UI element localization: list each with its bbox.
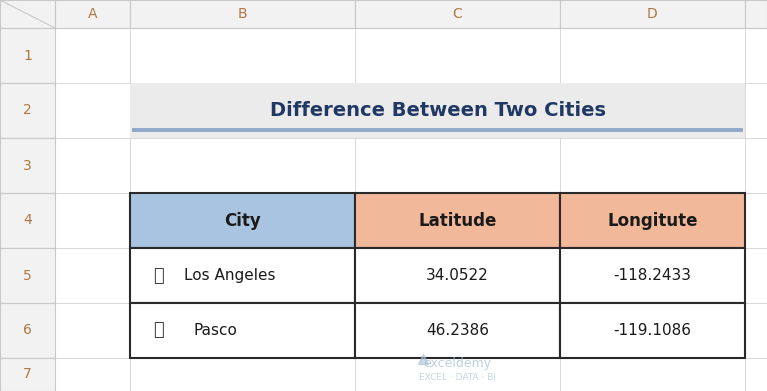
Text: City: City: [224, 212, 261, 230]
Bar: [130, 248, 355, 303]
Bar: [560, 303, 745, 358]
Text: 46.2386: 46.2386: [426, 323, 489, 338]
Bar: [130, 303, 355, 358]
Bar: [0, 83, 55, 138]
Bar: [55, 248, 130, 303]
Bar: [560, 83, 745, 138]
Bar: [55, 303, 130, 358]
Text: -119.1086: -119.1086: [614, 323, 692, 338]
Bar: [745, 83, 767, 138]
Text: 5: 5: [23, 269, 32, 283]
Bar: [355, 83, 560, 138]
Text: D: D: [647, 7, 658, 21]
Text: 3: 3: [23, 158, 32, 172]
Bar: [355, 358, 560, 391]
Text: Difference Between Two Cities: Difference Between Two Cities: [269, 101, 605, 120]
Bar: [355, 248, 560, 303]
Bar: [745, 248, 767, 303]
Text: 34.0522: 34.0522: [426, 268, 489, 283]
Bar: [130, 358, 355, 391]
Bar: [55, 83, 130, 138]
Bar: [560, 303, 745, 358]
Text: EXCEL · DATA · BI: EXCEL · DATA · BI: [419, 373, 496, 382]
Text: C: C: [453, 7, 463, 21]
Text: Latitude: Latitude: [418, 212, 497, 230]
Bar: [355, 138, 560, 193]
Bar: [0, 138, 55, 193]
Text: A: A: [87, 7, 97, 21]
Bar: [0, 248, 55, 303]
Bar: [0, 303, 55, 358]
Bar: [130, 193, 355, 248]
Bar: [745, 358, 767, 391]
Bar: [130, 193, 355, 248]
Bar: [560, 193, 745, 248]
Bar: [130, 83, 745, 138]
Bar: [0, 358, 55, 391]
Text: Los Angeles: Los Angeles: [184, 268, 276, 283]
Bar: [355, 193, 560, 248]
Text: B: B: [238, 7, 247, 21]
Bar: [55, 28, 130, 83]
Bar: [355, 28, 560, 83]
Bar: [355, 303, 560, 358]
Text: Pasco: Pasco: [193, 323, 237, 338]
Bar: [745, 0, 767, 28]
Text: exceldemy: exceldemy: [423, 357, 492, 369]
Bar: [745, 138, 767, 193]
Bar: [130, 28, 355, 83]
Text: 啛: 啛: [153, 321, 163, 339]
Text: 1: 1: [23, 48, 32, 63]
Bar: [55, 138, 130, 193]
Bar: [0, 28, 55, 83]
Bar: [0, 193, 55, 248]
Bar: [560, 138, 745, 193]
Text: 7: 7: [23, 368, 32, 382]
Bar: [55, 193, 130, 248]
Text: -118.2433: -118.2433: [614, 268, 692, 283]
Bar: [130, 83, 355, 138]
Bar: [560, 193, 745, 248]
Bar: [55, 358, 130, 391]
Bar: [355, 193, 560, 248]
Bar: [745, 303, 767, 358]
Text: 4: 4: [23, 213, 32, 228]
Bar: [355, 303, 560, 358]
Text: Longitute: Longitute: [607, 212, 698, 230]
Bar: [130, 248, 355, 303]
Bar: [355, 248, 560, 303]
Bar: [130, 303, 355, 358]
Bar: [560, 28, 745, 83]
Text: 2: 2: [23, 104, 32, 118]
Bar: [745, 28, 767, 83]
Bar: [130, 0, 355, 28]
Bar: [560, 358, 745, 391]
Text: 啛: 啛: [153, 267, 163, 285]
Bar: [355, 0, 560, 28]
Bar: [560, 248, 745, 303]
Bar: [130, 138, 355, 193]
Bar: [560, 0, 745, 28]
Bar: [55, 0, 130, 28]
Text: 6: 6: [23, 323, 32, 337]
Bar: [560, 248, 745, 303]
Bar: [745, 193, 767, 248]
Bar: [0, 0, 55, 28]
